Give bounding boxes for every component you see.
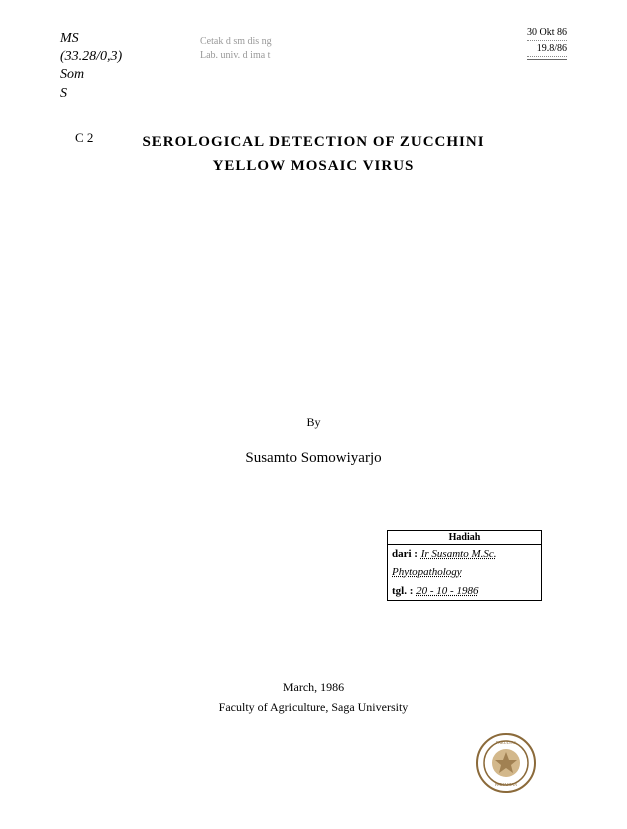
gift-date-row: tgl. : 20 - 10 - 1986: [388, 582, 541, 600]
gift-date-label: tgl. :: [392, 585, 413, 597]
gift-from-label: dari :: [392, 548, 418, 560]
institutional-seal-icon: FAKULTAS PERTANIAN: [475, 732, 537, 794]
svg-text:FAKULTAS: FAKULTAS: [496, 740, 516, 745]
note-line: MS: [60, 30, 122, 48]
document-title: SEROLOGICAL DETECTION OF ZUCCHINI YELLOW…: [0, 130, 627, 178]
gift-from-row: dari : Ir Susamto M.Sc.: [388, 545, 541, 563]
title-line-1: SEROLOGICAL DETECTION OF ZUCCHINI: [100, 130, 527, 154]
faded-line: Cetak d sm dis ng: [200, 35, 272, 49]
gift-dept-row: Phytopathology: [388, 563, 541, 581]
gift-header: Hadiah: [388, 531, 541, 545]
note-line: S: [60, 85, 122, 103]
note-line: (33.28/0,3): [60, 48, 122, 66]
publication-date: March, 1986: [0, 680, 627, 695]
handwritten-classification: MS (33.28/0,3) Som S: [60, 30, 122, 103]
gift-dept-value: Phytopathology: [392, 566, 462, 578]
author-name: Susamto Somowiyarjo: [0, 450, 627, 467]
gift-stamp-box: Hadiah dari : Ir Susamto M.Sc. Phytopath…: [387, 530, 542, 601]
stamp-date-line: 30 Okt 86: [527, 25, 567, 41]
faded-header-text: Cetak d sm dis ng Lab. univ. d ima t: [200, 35, 272, 63]
by-label: By: [0, 415, 627, 430]
stamp-ref-line: 19.8/86: [527, 41, 567, 57]
note-line: Som: [60, 66, 122, 84]
gift-date-value: 20 - 10 - 1986: [416, 585, 478, 597]
faded-line: Lab. univ. d ima t: [200, 49, 272, 63]
receipt-stamp: 30 Okt 86 19.8/86: [527, 25, 567, 60]
title-line-2: YELLOW MOSAIC VIRUS: [100, 154, 527, 178]
affiliation: Faculty of Agriculture, Saga University: [0, 700, 627, 715]
svg-text:PERTANIAN: PERTANIAN: [495, 782, 517, 787]
gift-from-value: Ir Susamto M.Sc.: [421, 548, 497, 560]
